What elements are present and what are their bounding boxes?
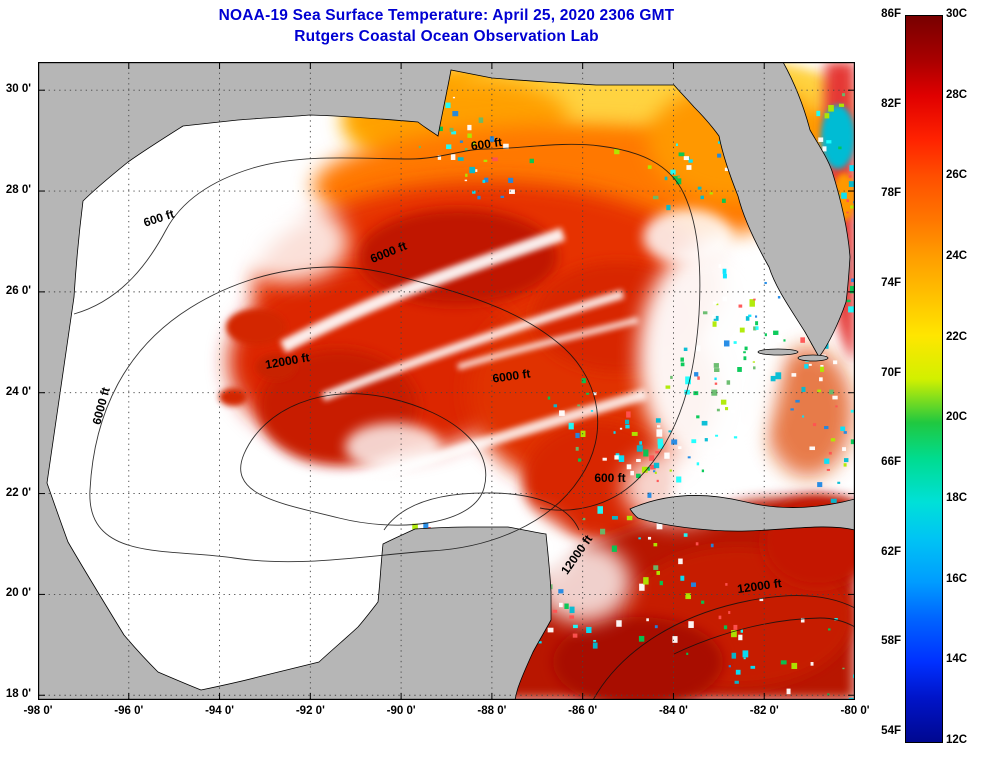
x-tick-label: -84 0' — [658, 705, 688, 717]
land-florida-keys-2 — [797, 354, 829, 362]
depth-contour-label: 600 ft — [594, 471, 625, 485]
colorbar-f-label: 62F — [881, 545, 901, 558]
colorbar-c-label: 28C — [946, 88, 968, 101]
axis-ticks — [38, 62, 855, 700]
y-tick-label: 18 0' — [5, 688, 31, 701]
colorbar-c-label: 22C — [946, 330, 968, 343]
y-tick-label: 30 0' — [5, 83, 31, 96]
y-tick-label: 22 0' — [5, 486, 31, 499]
colorbar-f-label: 86F — [881, 8, 901, 20]
land-florida-keys — [757, 348, 799, 356]
y-tick-label: 26 0' — [5, 284, 31, 297]
colorbar-c-label: 24C — [946, 250, 968, 262]
colorbar-f-label: 74F — [881, 276, 901, 289]
figure-subtitle: Rutgers Coastal Ocean Observation Lab — [294, 28, 599, 45]
y-axis: 30 0' 28 0' 26 0' 24 0' 22 0' 20 0' 18 0' — [0, 62, 34, 700]
colorbar-f-label: 82F — [881, 97, 901, 110]
x-tick-label: -80 0' — [840, 705, 870, 717]
x-tick-label: -92 0' — [295, 705, 325, 717]
colorbar-f-label: 66F — [881, 456, 901, 469]
colorbar-c-label: 18C — [946, 492, 968, 504]
colorbar-c-label: 26C — [946, 169, 968, 182]
depth-contour-label: 12000 ft — [736, 576, 782, 596]
bathymetry-contours — [73, 143, 855, 700]
x-tick-label: -88 0' — [477, 705, 507, 717]
figure-title: NOAA-19 Sea Surface Temperature: April 2… — [218, 7, 675, 24]
x-tick-label: -94 0' — [205, 705, 235, 717]
land — [38, 62, 855, 700]
colorbar-f-label: 78F — [881, 187, 901, 200]
colorbar-c-label: 16C — [946, 572, 968, 585]
y-tick-label: 20 0' — [5, 587, 31, 600]
depth-contour-label: 6000 ft — [492, 366, 532, 385]
colorbar-c-label: 12C — [946, 734, 968, 746]
colorbar-f-label: 58F — [881, 635, 901, 648]
colorbar-f-label: 54F — [881, 725, 901, 738]
colorbar — [905, 15, 943, 743]
land-mainland — [38, 62, 851, 700]
x-tick-label: -96 0' — [114, 705, 144, 717]
plot-border — [38, 62, 855, 700]
colorbar-c-label: 14C — [946, 653, 968, 666]
x-tick-label: -82 0' — [749, 705, 779, 717]
land-cuba — [629, 495, 855, 532]
map-plot: 600 ft 600 ft 600 ft 6000 ft 6000 ft 6000 ft 1… — [38, 62, 855, 700]
colorbar-celsius-labels: 30C 28C 26C 24C 22C 20C 18C 16C 14C 12C — [946, 8, 990, 746]
x-axis: -98 0' -96 0' -94 0' -92 0' -90 0' -88 0' -86 … — [24, 705, 870, 723]
y-tick-label: 28 0' — [5, 184, 31, 197]
gridlines — [38, 62, 855, 700]
x-tick-label: -86 0' — [568, 705, 598, 717]
colorbar-c-label: 30C — [946, 8, 968, 20]
x-tick-label: -90 0' — [386, 705, 416, 717]
y-tick-label: 24 0' — [5, 385, 31, 398]
colorbar-fahrenheit-labels: 86F 82F 78F 74F 70F 66F 62F 58F 54F — [864, 8, 901, 741]
colorbar-f-label: 70F — [881, 366, 901, 379]
x-tick-label: -98 0' — [23, 705, 53, 717]
colorbar-c-label: 20C — [946, 411, 968, 424]
depth-contour-label: 600 ft — [470, 135, 503, 153]
